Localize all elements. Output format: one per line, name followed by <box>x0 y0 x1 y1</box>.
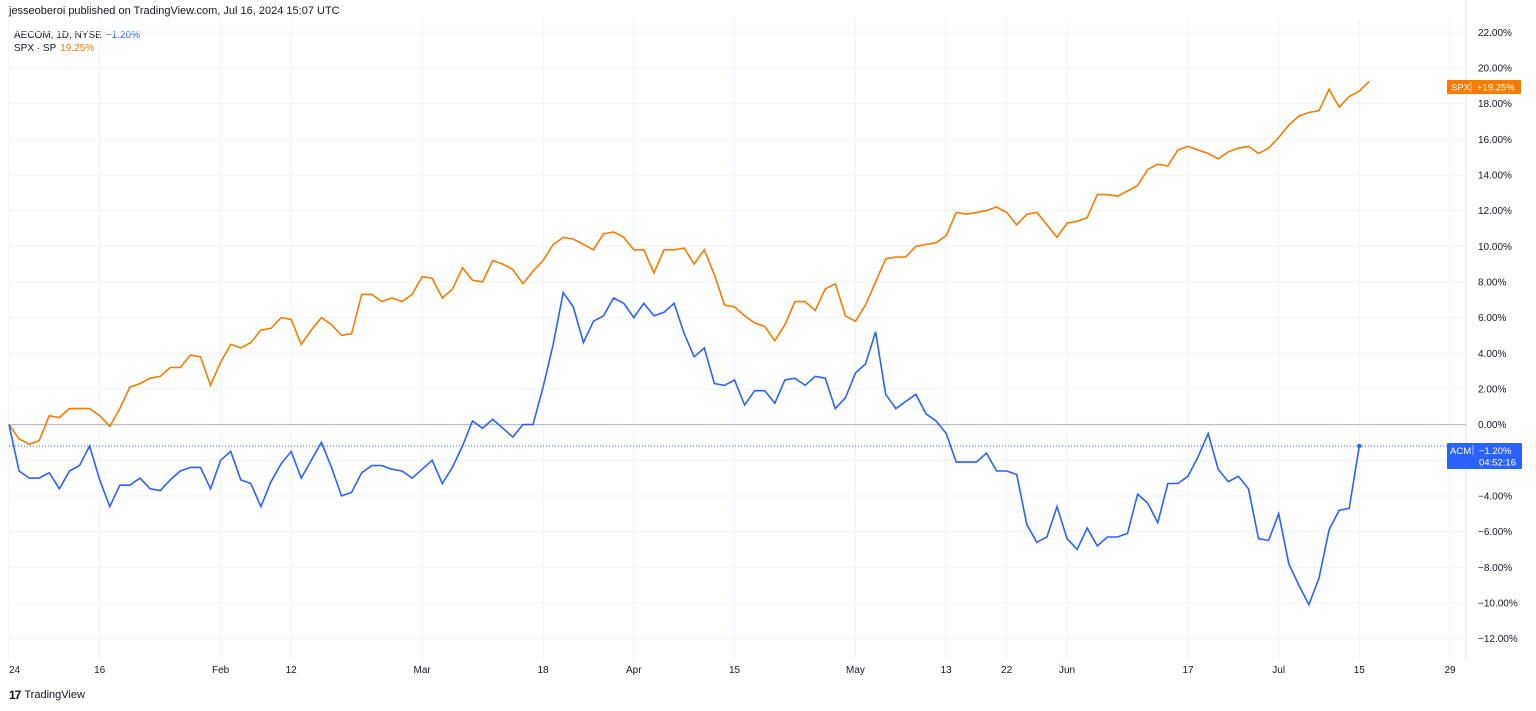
legend-acm-value: −1.20% <box>105 30 141 41</box>
y-tick-label: −8.00% <box>1478 563 1512 574</box>
spx-tag-symbol: SPX <box>1451 83 1471 94</box>
acm-tag-value: −1.20% <box>1479 446 1512 457</box>
grid-lines <box>8 18 1466 660</box>
y-tick-label: −12.00% <box>1478 634 1518 645</box>
series-line-spx <box>8 80 1370 446</box>
price-axis[interactable]: 22.00% 20.00% 18.00% 16.00% 14.00% 12.00% 10.0… <box>1478 28 1518 645</box>
x-tick-label: 17 <box>1182 665 1194 676</box>
x-tick-label: Jul <box>1272 665 1285 676</box>
y-tick-label: 18.00% <box>1478 99 1512 110</box>
y-tick-label: 6.00% <box>1478 313 1506 324</box>
y-tick-label: −6.00% <box>1478 527 1512 538</box>
publish-header: jesseoberoi published on TradingView.com… <box>9 5 340 17</box>
x-tick-label: Mar <box>414 665 432 676</box>
y-tick-label: 12.00% <box>1478 206 1512 217</box>
y-tick-label: −10.00% <box>1478 598 1518 609</box>
legend-spx-label: SPX · SP <box>14 43 57 54</box>
legend-acm-label: AECOM, 1D, NYSE <box>14 30 102 41</box>
x-tick-label: 15 <box>1354 665 1366 676</box>
y-tick-label: 8.00% <box>1478 277 1506 288</box>
legend-spx-value: 19.25% <box>60 43 95 54</box>
legend-acm[interactable]: AECOM, 1D, NYSE −1.20% <box>14 29 140 42</box>
x-tick-label: Feb <box>212 665 230 676</box>
y-tick-label: 14.00% <box>1478 170 1512 181</box>
time-axis[interactable]: 24 16 Feb 12 Mar 18 Apr 15 May 13 22 Jun 17 Jul 15 29 <box>9 665 1456 676</box>
y-tick-label: 4.00% <box>1478 349 1506 360</box>
x-tick-label: Apr <box>626 665 642 676</box>
y-tick-label: 0.00% <box>1478 420 1506 431</box>
tradingview-logo-icon: 17 <box>9 688 21 702</box>
y-tick-label: 20.00% <box>1478 63 1512 74</box>
acm-tag-symbol: ACM <box>1450 446 1471 457</box>
x-tick-label: 12 <box>286 665 298 676</box>
y-tick-label: 10.00% <box>1478 242 1512 253</box>
acm-last-point <box>1357 443 1362 449</box>
footer-brand-name: TradingView <box>24 689 85 701</box>
acm-tag-countdown: 04:52:16 <box>1479 458 1516 469</box>
x-tick-label: 16 <box>94 665 106 676</box>
x-tick-label: 29 <box>1444 665 1456 676</box>
spx-tag-value: +19.25% <box>1477 83 1515 94</box>
x-tick-label: 24 <box>9 665 21 676</box>
x-tick-label: Jun <box>1059 665 1075 676</box>
y-tick-label: 22.00% <box>1478 28 1512 39</box>
legend-spx[interactable]: SPX · SP 19.25% <box>14 42 140 55</box>
y-tick-label: 2.00% <box>1478 384 1506 395</box>
y-tick-label: −4.00% <box>1478 491 1512 502</box>
spx-price-tag: SPX +19.25% <box>1447 80 1521 94</box>
x-tick-label: 18 <box>538 665 550 676</box>
y-tick-label: 16.00% <box>1478 135 1512 146</box>
series-legend: AECOM, 1D, NYSE −1.20% SPX · SP 19.25% <box>14 29 140 55</box>
acm-price-tag: ACM −1.20% 04:52:16 <box>1447 443 1522 469</box>
x-tick-label: 15 <box>729 665 741 676</box>
x-tick-label: May <box>846 665 865 676</box>
x-tick-label: 13 <box>941 665 953 676</box>
footer-brand[interactable]: 17 TradingView <box>9 688 85 702</box>
series-line-acm <box>8 290 1361 607</box>
x-tick-label: 22 <box>1001 665 1013 676</box>
